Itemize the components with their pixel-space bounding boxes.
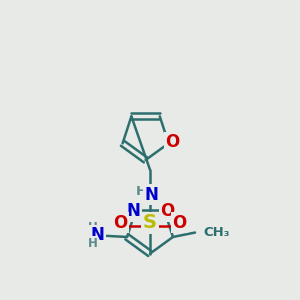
- Text: H: H: [88, 237, 98, 250]
- Text: S: S: [143, 213, 157, 232]
- Text: O: O: [113, 214, 128, 232]
- Text: N: N: [145, 186, 158, 204]
- Text: O: O: [165, 133, 179, 151]
- Text: N: N: [91, 226, 104, 244]
- Text: O: O: [172, 214, 187, 232]
- Text: N: N: [127, 202, 140, 220]
- Text: H: H: [136, 185, 147, 198]
- Text: CH₃: CH₃: [203, 226, 230, 239]
- Text: H: H: [88, 221, 98, 234]
- Text: O: O: [160, 202, 175, 220]
